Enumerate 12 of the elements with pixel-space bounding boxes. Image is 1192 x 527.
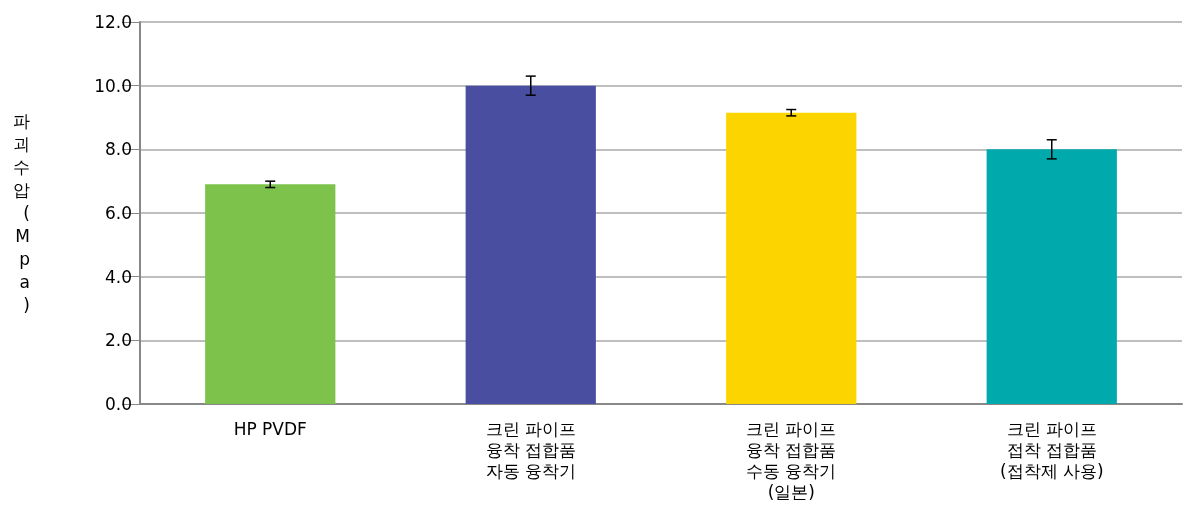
x-tick-label: 크린 파이프 접착 접합품 (접착제 사용): [999, 418, 1104, 481]
y-tick-label: 10.0: [94, 75, 132, 96]
y-tick-label: 12.0: [94, 12, 132, 32]
y-tick-label: 0.0: [104, 394, 132, 414]
y-tick-label: 8.0: [104, 139, 132, 160]
y-tick-label: 6.0: [104, 203, 132, 223]
y-tick-label: 2.0: [104, 330, 132, 351]
x-tick-label: 크린 파이프 융착 접합품 자동 융착기: [485, 418, 576, 481]
text: 파괴수압(Mpa): [13, 111, 30, 315]
x-tick-label: HP PVDF: [233, 418, 307, 439]
y-tick-label: 4.0: [104, 266, 132, 287]
x-tick-label: 크린 파이프 융착 접합품 수동 융착기 (일본): [746, 418, 837, 502]
